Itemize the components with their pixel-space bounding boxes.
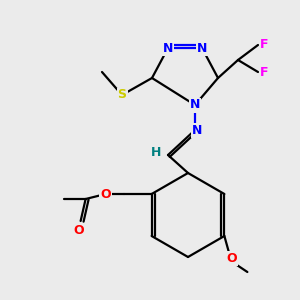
Text: N: N: [163, 41, 173, 55]
Text: O: O: [73, 224, 84, 236]
Text: F: F: [260, 38, 268, 52]
Text: N: N: [192, 124, 202, 136]
Text: S: S: [118, 88, 127, 101]
Text: O: O: [100, 188, 111, 200]
Text: N: N: [197, 41, 207, 55]
Text: F: F: [260, 65, 268, 79]
Text: H: H: [151, 146, 161, 160]
Text: N: N: [190, 98, 200, 112]
Text: O: O: [226, 251, 237, 265]
